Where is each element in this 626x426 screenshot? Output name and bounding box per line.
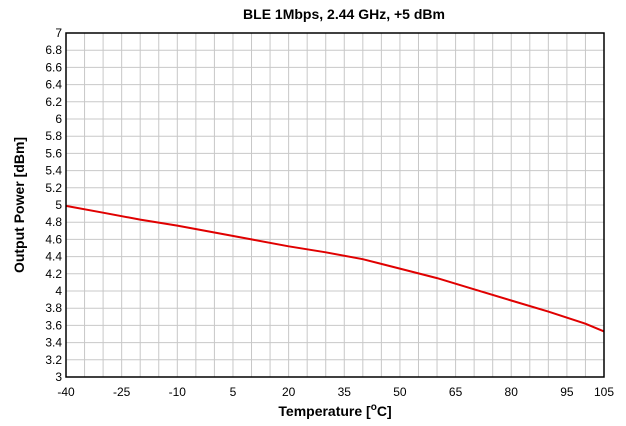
y-tick-label: 5.6	[45, 146, 62, 160]
y-tick-label: 5.4	[45, 164, 62, 178]
y-tick-label: 4.6	[45, 232, 62, 246]
x-tick-label: 50	[393, 385, 407, 399]
x-axis-ticks: -40 -25 -10 5 20 35 50 65 80 95 105	[57, 385, 614, 399]
x-tick-label: -10	[169, 385, 187, 399]
y-tick-label: 5.8	[45, 129, 62, 143]
x-axis-title: Temperature [oC]	[278, 402, 391, 419]
y-tick-label: 5	[55, 198, 62, 212]
x-tick-label: 95	[560, 385, 574, 399]
y-tick-label: 3.6	[45, 318, 62, 332]
y-tick-label: 3.2	[45, 353, 62, 367]
x-tick-label: -40	[57, 385, 75, 399]
chart-title: BLE 1Mbps, 2.44 GHz, +5 dBm	[243, 6, 445, 22]
x-tick-label: 80	[505, 385, 519, 399]
grid	[65, 32, 605, 378]
x-axis-title-rest: C]	[377, 403, 392, 419]
x-tick-label: 35	[338, 385, 352, 399]
y-tick-label: 4.8	[45, 215, 62, 229]
y-tick-label: 4.2	[45, 267, 62, 281]
series-line	[65, 204, 605, 333]
y-axis-ticks: 3 3.2 3.4 3.6 3.8 4 4.2 4.4 4.6 4.8 5 5.2 5.4 5.6 5.8 6…	[45, 26, 62, 384]
y-tick-label: 3	[55, 370, 62, 384]
x-tick-label: 20	[282, 385, 296, 399]
y-axis-title: Output Power [dBm]	[11, 137, 27, 273]
x-tick-label: 5	[230, 385, 237, 399]
plot-frame	[65, 32, 605, 378]
y-tick-label: 4.4	[45, 250, 62, 264]
y-tick-label: 3.4	[45, 336, 62, 350]
series-layer	[65, 204, 605, 333]
x-tick-label: 105	[594, 385, 614, 399]
y-tick-label: 6.4	[45, 78, 62, 92]
y-tick-label: 5.2	[45, 181, 62, 195]
x-tick-label: -25	[113, 385, 131, 399]
x-tick-label: 65	[449, 385, 463, 399]
y-tick-label: 6.6	[45, 60, 62, 74]
x-axis-title-sup: o	[371, 402, 377, 413]
y-tick-label: 6	[55, 112, 62, 126]
y-tick-label: 4	[55, 284, 62, 298]
y-tick-label: 3.8	[45, 301, 62, 315]
y-tick-label: 6.8	[45, 43, 62, 57]
y-tick-label: 7	[55, 26, 62, 40]
x-axis-title-main: Temperature [	[278, 403, 371, 419]
y-tick-label: 6.2	[45, 95, 62, 109]
